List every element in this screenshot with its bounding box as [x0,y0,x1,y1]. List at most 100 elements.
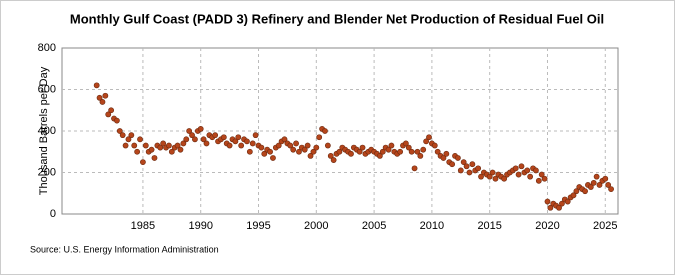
point [492,175,499,182]
x-tick-label: 2005 [362,220,386,232]
point [290,146,297,153]
point [336,148,343,155]
point [455,155,461,161]
point [148,146,155,153]
point [440,155,447,161]
point [226,142,233,149]
point [417,152,424,159]
point [475,165,482,172]
y-tick-label: 200 [38,166,56,178]
point [200,136,207,143]
point [547,204,554,211]
point [449,161,456,168]
point [140,159,146,166]
x-tick-label: 1985 [131,220,155,232]
x-tick-label: 1990 [188,220,212,232]
point [463,163,470,170]
point [411,165,418,172]
point [405,144,412,151]
point [582,188,588,195]
point [99,99,106,105]
point [556,204,562,211]
point [478,173,484,180]
point [512,165,519,172]
point [108,107,115,114]
point [564,198,571,205]
point [189,132,195,139]
point [541,175,548,182]
point [593,173,600,180]
point [322,128,328,134]
point [174,142,181,149]
point [131,142,138,149]
point [466,169,473,176]
point [96,94,103,101]
point [102,92,109,99]
point [608,186,614,192]
point [270,155,276,161]
point [379,148,386,155]
y-tick-label: 0 [50,208,56,220]
point [157,144,164,151]
point [134,148,141,155]
point [151,155,158,161]
point [460,159,467,166]
point [388,142,395,149]
point [307,152,314,159]
point [570,192,577,199]
y-tick-label: 800 [38,42,56,54]
y-axis-label: Thousand Barrels per Day [38,66,50,195]
point [587,184,594,190]
point [197,126,204,132]
point [160,140,167,147]
point [203,140,210,147]
point [489,169,496,176]
point [304,142,311,149]
point [356,148,363,155]
source: Source: U.S. Energy Information Administ… [30,244,219,254]
point [212,132,219,139]
x-tick-label: 2025 [593,220,617,232]
point [469,161,476,168]
point [426,134,432,141]
point [605,182,612,188]
point [596,182,603,188]
point [93,82,100,89]
point [443,150,450,157]
point [281,136,288,143]
point [220,134,227,141]
point [486,173,493,180]
point [316,134,323,141]
point [261,150,268,157]
x-tick-label: 2010 [420,220,444,232]
point [125,136,132,143]
point [457,167,464,174]
point [105,111,112,118]
point [544,198,551,205]
point [330,157,337,163]
point [142,142,149,149]
point [168,148,175,155]
point [524,167,531,174]
point [313,144,320,151]
point [122,142,129,149]
point [166,142,172,149]
point [244,138,250,145]
point [235,134,242,141]
point [501,175,508,182]
point [397,148,404,155]
y-tick-label: 600 [38,83,56,95]
point [408,148,415,155]
point [301,146,308,153]
point [114,117,120,124]
point [385,146,392,153]
point [376,152,383,159]
point [258,144,265,151]
point [559,200,565,207]
point [137,136,143,143]
point [310,148,317,155]
point [515,171,522,178]
point [249,140,256,147]
point [267,148,273,155]
